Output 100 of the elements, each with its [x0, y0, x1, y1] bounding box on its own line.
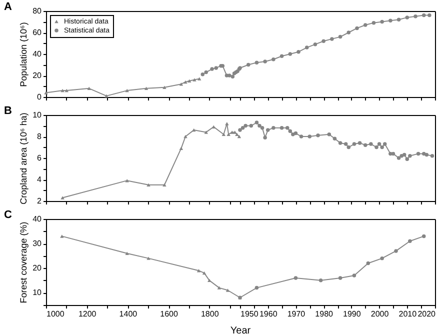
point: [207, 278, 212, 282]
point: [363, 23, 368, 27]
point: [254, 120, 259, 124]
x-tick-label: 2000: [370, 310, 390, 318]
point: [204, 70, 208, 74]
x-tick-label: 1600: [160, 310, 178, 318]
point: [358, 141, 362, 145]
y-axis-title: Cropland area (10⁶ ha): [18, 112, 29, 204]
point: [197, 77, 202, 80]
point: [330, 37, 334, 41]
point: [125, 88, 129, 92]
point: [230, 74, 235, 78]
point: [272, 58, 276, 62]
point: [258, 124, 262, 128]
x-tick-label: 1960: [259, 310, 278, 318]
point: [187, 79, 192, 82]
point: [332, 136, 337, 141]
y-tick-label: 30: [32, 239, 42, 248]
x-tick-label: 2020: [418, 310, 436, 318]
point: [396, 18, 401, 22]
y-tick-label: 8: [37, 132, 42, 141]
point: [363, 143, 368, 147]
point: [416, 152, 420, 156]
point: [428, 13, 432, 18]
y-tick-label: 6: [37, 154, 42, 162]
point: [372, 20, 376, 25]
point: [162, 183, 166, 186]
x-tick-label: 1990: [343, 310, 362, 318]
point: [179, 82, 184, 86]
point: [266, 128, 270, 132]
point: [377, 142, 382, 146]
point: [288, 129, 292, 133]
point: [288, 52, 292, 56]
point: [60, 234, 64, 238]
point: [184, 80, 188, 84]
point: [280, 54, 284, 58]
point: [260, 126, 264, 130]
point: [391, 152, 396, 156]
point: [179, 146, 184, 150]
point: [238, 128, 242, 132]
point: [414, 14, 418, 18]
x-tick-label: 1950: [240, 310, 259, 318]
point: [87, 86, 91, 90]
point: [352, 142, 356, 146]
point: [430, 154, 434, 158]
point: [388, 18, 392, 23]
point: [316, 134, 320, 138]
line-series: [44, 77, 202, 98]
point: [244, 124, 248, 128]
point: [226, 132, 230, 136]
point: [344, 142, 348, 146]
point: [44, 91, 48, 94]
point: [396, 156, 401, 160]
point: [313, 42, 318, 46]
point: [338, 141, 342, 145]
y-tick-label: 60: [32, 28, 42, 37]
x-tick-label: 1980: [315, 310, 334, 318]
point: [405, 16, 410, 20]
point: [204, 130, 208, 134]
point: [125, 252, 129, 256]
point: [104, 94, 108, 98]
point: [294, 131, 298, 136]
x-tick-label: 1400: [119, 310, 138, 318]
point: [408, 154, 412, 158]
point: [374, 145, 378, 150]
point: [263, 60, 267, 64]
point: [355, 26, 359, 30]
point: [424, 152, 429, 157]
point: [162, 86, 166, 89]
point: [422, 152, 426, 156]
point: [240, 126, 245, 130]
point: [233, 130, 237, 134]
point: [60, 196, 64, 200]
point: [254, 60, 259, 64]
x-tick-label: 1000: [46, 310, 65, 318]
point: [402, 152, 406, 157]
point: [228, 74, 232, 78]
chart-title: C: [4, 209, 12, 221]
point: [210, 67, 214, 71]
y-axis-title: Population (10⁶): [18, 22, 29, 87]
point: [280, 126, 284, 130]
y-tick-label: 4: [37, 175, 42, 184]
y-tick-label: 2: [37, 196, 42, 206]
point: [369, 142, 373, 146]
point: [235, 132, 239, 136]
point: [346, 145, 351, 150]
point: [422, 13, 426, 18]
point: [346, 30, 351, 34]
point: [237, 134, 242, 138]
x-tick-label: 1200: [78, 310, 97, 318]
y-axis-title: Forest coverage (%): [18, 222, 29, 304]
point: [272, 126, 276, 130]
x-axis-title: Year: [230, 326, 252, 335]
point: [192, 78, 196, 82]
y-tick-label: 10: [32, 288, 42, 298]
point: [380, 145, 384, 150]
y-tick-label: 10: [32, 110, 42, 120]
point: [327, 132, 332, 136]
point: [217, 286, 222, 290]
y-tick-label: 0: [37, 92, 42, 102]
